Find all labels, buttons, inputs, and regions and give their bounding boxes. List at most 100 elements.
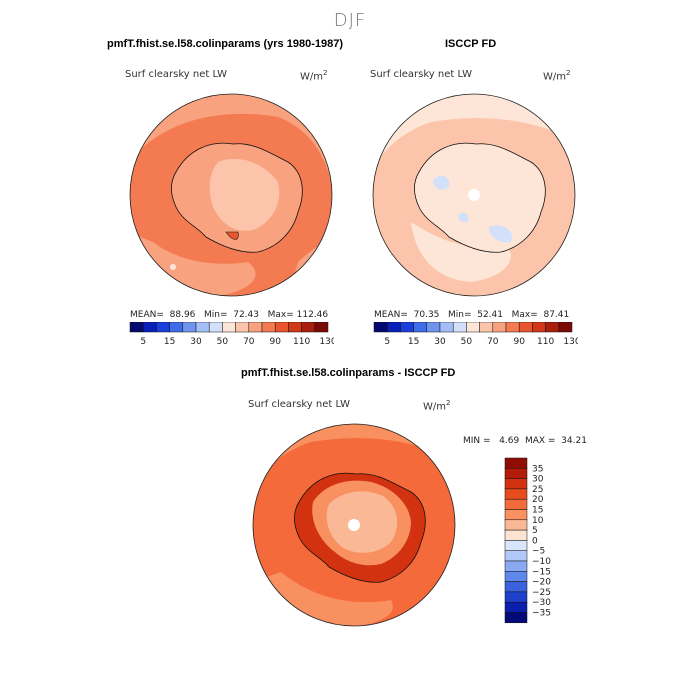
- obs-variable-label: Surf clearsky net LW: [370, 69, 473, 80]
- diff-colorbar-tick-label: −20: [532, 578, 551, 588]
- model-colorbar-swatch: [208, 322, 223, 333]
- model-units-label: W/m2: [300, 69, 328, 83]
- obs-blue-patch-3: [458, 212, 469, 223]
- model-colorbar-swatch: [222, 322, 236, 333]
- obs-antarctica: [414, 142, 546, 253]
- diff-colorbar-swatch: [504, 591, 528, 603]
- diff-colorbar-tick-label: 5: [532, 526, 538, 536]
- obs-colorbar-tick-label: 70: [487, 337, 499, 347]
- model-colorbar-swatch: [301, 322, 316, 333]
- obs-colorbar-swatch: [426, 322, 441, 333]
- obs-panel-title: ISCCP FD: [445, 38, 497, 50]
- obs-pole-hole: [468, 189, 480, 201]
- diff-colorbar-tick-label: 25: [532, 485, 543, 495]
- obs-colorbar-swatch: [373, 322, 388, 333]
- model-colorbar-tick-label: 30: [190, 337, 202, 347]
- model-colorbar-tick-label: 70: [243, 337, 255, 347]
- model-spot: [170, 264, 176, 270]
- diff-colorbar-tick-label: 15: [532, 506, 543, 516]
- diff-colorbar-swatch: [504, 478, 528, 490]
- obs-colorbar-swatch: [452, 322, 467, 333]
- obs-blue-patch-2: [489, 225, 512, 243]
- model-colorbar-swatch: [169, 322, 184, 333]
- obs-colorbar-swatch: [545, 322, 560, 333]
- model-colorbar-tick-label: 90: [269, 337, 281, 347]
- model-colorbar-swatch: [314, 322, 329, 333]
- diff-colorbar-swatch: [504, 560, 528, 572]
- diff-colorbar-tick-label: −10: [532, 557, 551, 567]
- obs-map-outline: [372, 93, 576, 297]
- model-colorbar-tick-label: 15: [164, 337, 175, 347]
- obs-colorbar-swatch: [518, 322, 533, 333]
- diff-colorbar-swatch: [504, 581, 528, 593]
- model-colorbar-swatch: [129, 322, 144, 333]
- obs-colorbar-tick-label: 30: [434, 337, 446, 347]
- obs-colorbar-tick-label: 110: [537, 337, 554, 347]
- obs-stats: MEAN= 70.35 Min= 52.41 Max= 87.41: [374, 310, 570, 320]
- diff-colorbar-swatch: [504, 498, 528, 510]
- model-colorbar-swatch: [274, 322, 289, 333]
- diff-colorbar-swatch: [504, 540, 528, 551]
- diff-colorbar-tick-label: −25: [532, 588, 551, 598]
- obs-colorbar-tick-label: 130: [563, 337, 578, 347]
- diff-colorbar-swatch: [504, 601, 528, 613]
- diff-colorbar-tick-label: 0: [532, 536, 538, 546]
- diff-colorbar-tick-label: −15: [532, 567, 551, 577]
- diff-units-label: W/m2: [423, 399, 451, 413]
- obs-colorbar-swatch: [479, 322, 494, 333]
- obs-colorbar-tick-label: 50: [461, 337, 473, 347]
- diff-colorbar-swatch: [504, 509, 528, 521]
- obs-colorbar-swatch: [505, 322, 520, 333]
- obs-units-label: W/m2: [543, 69, 571, 83]
- obs-colorbar-tick-label: 5: [384, 337, 390, 347]
- obs-colorbar: 5 15 30 50 70 90 110 130: [373, 322, 578, 347]
- obs-colorbar-swatch: [492, 322, 507, 333]
- model-colorbar-tick-label: 5: [140, 337, 146, 347]
- model-colorbar-tick-label: 110: [293, 337, 310, 347]
- model-colorbar-swatch: [261, 322, 276, 333]
- obs-polar-map: [372, 93, 576, 297]
- diff-colorbar-swatch: [504, 457, 528, 469]
- model-panel-title: pmfT.fhist.se.l58.colinparams (yrs 1980-…: [107, 38, 343, 50]
- obs-colorbar-swatch: [466, 322, 480, 333]
- model-colorbar-tick-label: 130: [319, 337, 334, 347]
- obs-colorbar-swatch: [400, 322, 414, 333]
- diff-colorbar-swatch: [504, 529, 528, 541]
- diff-colorbar-swatch: [504, 571, 528, 582]
- model-colorbar-swatch: [248, 322, 263, 333]
- diff-colorbar-swatch: [504, 488, 528, 500]
- model-polar-map: [129, 93, 333, 297]
- diff-colorbar-tick-label: 20: [532, 495, 544, 505]
- obs-north-sector: [373, 94, 575, 172]
- diff-colorbar-tick-label: 30: [532, 475, 544, 485]
- diff-north-sector: [253, 424, 455, 492]
- diff-colorbar-swatch: [504, 468, 528, 479]
- model-variable-label: Surf clearsky net LW: [125, 69, 228, 80]
- model-colorbar-swatch: [182, 322, 197, 333]
- diff-variable-label: Surf clearsky net LW: [248, 399, 351, 410]
- obs-colorbar-swatch: [558, 322, 573, 333]
- diff-panel-title: pmfT.fhist.se.l58.colinparams - ISCCP FD: [241, 367, 456, 379]
- obs-colorbar-swatch: [386, 322, 401, 333]
- model-colorbar-swatch: [142, 322, 157, 333]
- model-map-outline: [129, 93, 333, 297]
- obs-blue-patch-1: [433, 175, 450, 190]
- diff-colorbar-tick-label: 35: [532, 464, 543, 474]
- diff-map-outline: [252, 423, 456, 627]
- obs-colorbar-tick-label: 15: [408, 337, 419, 347]
- diff-stats: MIN = 4.69 MAX = 34.21: [463, 436, 587, 446]
- model-north-sector: [130, 94, 332, 202]
- diff-colorbar-tick-label: −30: [532, 598, 551, 608]
- model-colorbar: 5 15 30 50 70 90 110 130: [129, 322, 334, 347]
- obs-colorbar-swatch: [532, 322, 546, 333]
- model-stats: MEAN= 88.96 Min= 72.43 Max= 112.46: [130, 310, 329, 320]
- model-colorbar-tick-label: 50: [217, 337, 229, 347]
- diff-pole-hole: [348, 519, 360, 531]
- model-plateau: [209, 158, 280, 231]
- diff-colorbar-tick-label: −35: [532, 609, 551, 619]
- diff-colorbar-tick-label: −5: [532, 547, 545, 557]
- obs-colorbar-swatch: [413, 322, 428, 333]
- obs-colorbar-tick-label: 90: [513, 337, 525, 347]
